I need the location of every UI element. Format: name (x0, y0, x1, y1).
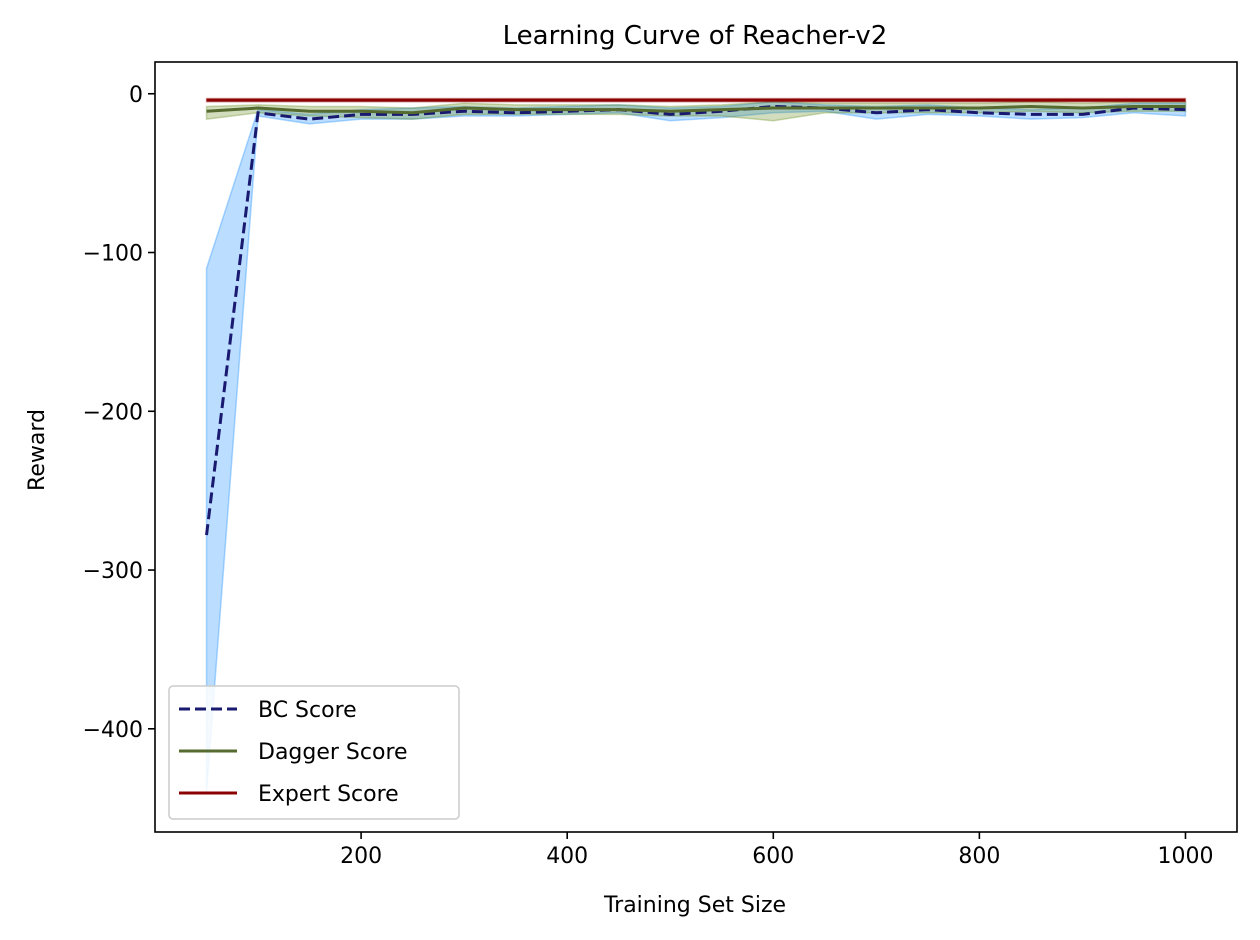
y-tick-label: 0 (129, 83, 143, 108)
y-axis-ticks: 0 −100 −200 −300 −400 (83, 83, 155, 743)
legend-label-dagger-score: Dagger Score (258, 740, 408, 765)
series-lines (205, 98, 1186, 536)
legend-label-expert-score: Expert Score (258, 782, 399, 807)
x-tick-label: 1000 (1157, 844, 1213, 869)
x-tick-label: 200 (340, 844, 382, 869)
legend: BC Score Dagger Score Expert Score (168, 685, 460, 820)
bc-score-line (205, 104, 1186, 536)
bc-score-band (205, 100, 1187, 793)
dagger-score-line (206, 104, 1186, 115)
x-axis-label: Training Set Size (603, 893, 786, 918)
x-axis-ticks: 200 400 600 800 1000 (340, 832, 1213, 869)
y-tick-label: −100 (83, 242, 143, 267)
legend-box (168, 685, 460, 820)
x-tick-label: 400 (546, 844, 588, 869)
plot-area-frame (154, 61, 1238, 833)
chart-title: Learning Curve of Reacher-v2 (503, 21, 888, 51)
y-axis-label: Reward (25, 409, 50, 491)
y-tick-label: −200 (83, 400, 143, 425)
legend-label-bc-score: BC Score (258, 698, 357, 723)
x-tick-label: 800 (958, 844, 1000, 869)
y-tick-label: −400 (83, 718, 143, 743)
y-tick-label: −300 (83, 559, 143, 584)
x-tick-label: 600 (752, 844, 794, 869)
